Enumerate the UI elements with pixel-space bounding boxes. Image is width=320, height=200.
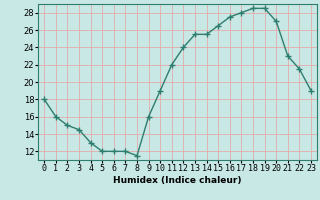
X-axis label: Humidex (Indice chaleur): Humidex (Indice chaleur)	[113, 176, 242, 185]
